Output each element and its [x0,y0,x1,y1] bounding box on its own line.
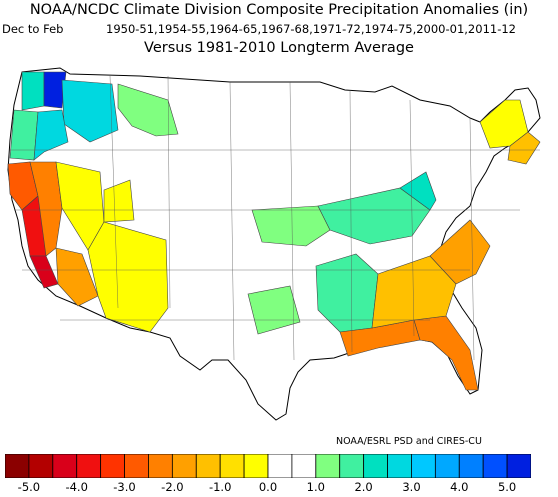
legend-bin [267,453,293,479]
region-midwest-band [251,205,331,247]
legend-tick-label: 5.0 [497,480,517,494]
region-wa-east [61,79,119,143]
years-label: 1950-51,1954-55,1964-65,1967-68,1971-72,… [106,22,516,36]
region-ut-west [103,179,135,223]
legend-tick-label: -1.0 [208,480,232,494]
legend-bin [458,453,484,479]
division-grid [10,75,540,361]
legend-bin [363,453,388,479]
legend-bin [434,453,460,479]
comparison-label: Versus 1981-2010 Longterm Average [144,40,414,56]
legend-bin [52,453,78,479]
legend-bin [100,453,125,479]
legend-tick-label: -5.0 [17,480,41,494]
legend-tick-label: 4.0 [450,480,469,494]
legend-tick-label: 2.0 [354,480,373,494]
region-or-coast [9,109,39,161]
legend-bin [4,453,30,479]
color-legend [4,453,532,479]
legend-svg [4,453,532,479]
region-id-north [117,83,179,137]
region-mid-atlantic-greens [399,171,437,211]
legend-tick-label: -3.0 [113,480,136,494]
region-wa-cascades [43,71,67,109]
legend-bin [195,453,221,479]
legend-bin [387,453,412,479]
legend-tick-label: -2.0 [161,480,184,494]
legend-bin [315,453,341,479]
legend-bin [411,453,436,479]
legend-bin [28,453,54,479]
legend-bin [148,453,173,479]
region-wa-coast [21,71,45,111]
legend-tick-label: 3.0 [402,480,421,494]
map-title: NOAA/NCDC Climate Division Composite Pre… [29,2,529,18]
legend-bin [291,453,317,479]
region-or-interior [33,109,69,161]
legend-tick-label: 1.0 [306,480,325,494]
legend-tick-labels: -5.0 -4.0 -3.0 -2.0 -1.0 0.0 1.0 2.0 3.0 4.0 5.0 [0,480,558,494]
legend-bin [219,453,245,479]
us-map [0,60,558,430]
legend-tick-label: -4.0 [65,480,88,494]
legend-bin [339,453,365,479]
region-new-england-coast [507,131,541,165]
region-arkansas [247,285,301,335]
region-ca-southeast [55,247,99,307]
season-label: Dec to Feb [2,22,64,36]
legend-bin [171,453,197,479]
region-florida [413,315,479,391]
legend-bin [482,453,508,479]
legend-bin [124,453,149,479]
legend-tick-label: 0.0 [258,480,278,494]
credit-text: NOAA/ESRL PSD and CIRES-CU [336,436,482,447]
legend-bin [243,453,269,479]
region-nc-va [429,219,491,285]
legend-bin [506,453,532,479]
us-map-svg [7,67,541,421]
legend-bin [76,453,102,479]
